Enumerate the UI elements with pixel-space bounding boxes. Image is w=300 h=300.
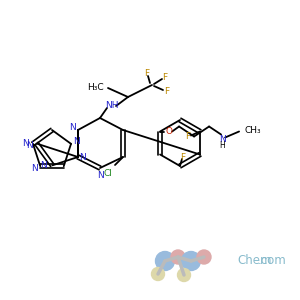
Text: N: N — [31, 164, 38, 173]
Text: N: N — [40, 161, 47, 170]
Text: H₃C: H₃C — [87, 82, 103, 91]
Text: F: F — [162, 73, 168, 82]
Text: F: F — [144, 68, 150, 77]
Text: .com: .com — [258, 254, 287, 268]
Circle shape — [178, 268, 190, 281]
Circle shape — [155, 251, 175, 271]
Text: O: O — [166, 127, 172, 136]
Circle shape — [197, 250, 211, 264]
Text: Cl: Cl — [103, 169, 112, 178]
Text: N: N — [70, 124, 76, 133]
Text: H: H — [219, 141, 225, 150]
Text: F: F — [185, 132, 190, 141]
Text: N: N — [219, 135, 226, 144]
Text: F: F — [164, 86, 169, 95]
Circle shape — [171, 250, 185, 264]
Text: F: F — [180, 152, 186, 161]
Text: N: N — [26, 141, 33, 150]
Text: NH: NH — [105, 100, 119, 109]
Circle shape — [182, 251, 200, 271]
Text: N: N — [80, 152, 86, 161]
Text: CH₃: CH₃ — [245, 126, 261, 135]
Text: N: N — [73, 137, 80, 146]
Text: N: N — [22, 139, 29, 148]
Text: N: N — [97, 172, 104, 181]
Text: Chem: Chem — [237, 254, 272, 268]
Circle shape — [152, 268, 164, 281]
